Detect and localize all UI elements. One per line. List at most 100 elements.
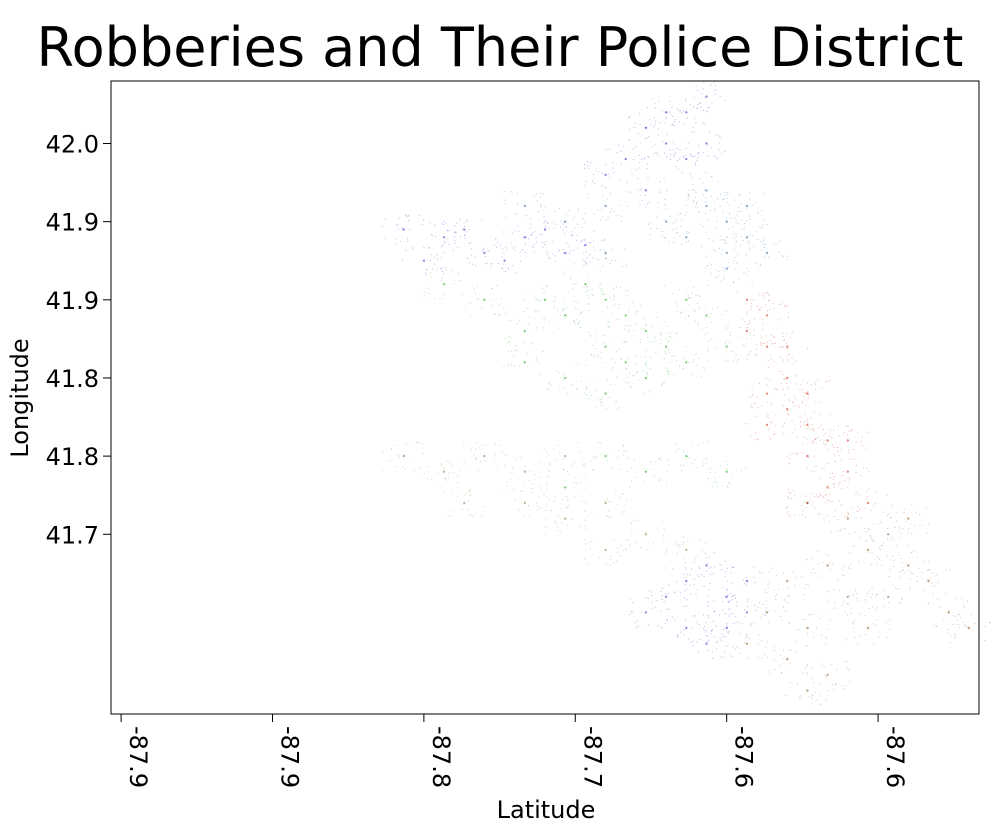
data-point-texture [545,519,547,521]
data-point-texture [603,239,605,241]
data-point-texture [812,440,814,442]
data-point-texture [638,133,639,135]
data-point-texture [780,254,782,256]
data-point-texture [565,307,567,309]
data-point-texture [833,430,835,432]
data-point-texture [702,465,704,467]
data-point-texture [704,333,706,335]
data-point-texture [662,111,663,113]
data-point-texture [881,564,883,566]
data-point-texture [608,510,610,512]
data-point-texture [483,247,485,249]
data-point-texture [732,226,734,228]
data-point-texture [846,603,848,605]
data-point-texture [542,329,544,331]
data-point-texture [919,514,921,515]
data-point-texture [629,385,631,387]
data-point-texture [481,514,483,516]
data-point-texture [469,489,470,491]
data-point-texture [708,341,710,343]
data-point-texture [566,524,568,526]
data-point-texture [565,213,567,215]
data-point-texture [508,365,510,367]
data-point-texture [900,533,902,535]
data-point-texture [818,512,820,514]
y-tick-label: 41.9 [46,287,99,315]
data-point-texture [764,343,766,345]
data-point-texture [740,337,742,339]
data-point-texture [564,373,566,375]
data-point-texture [707,155,709,157]
data-point-texture [868,529,870,531]
data-point-texture [706,641,708,643]
data-point-texture [983,625,985,627]
data-point-texture [543,220,545,222]
data-point-texture [683,542,684,544]
data-point-texture [698,211,700,213]
data-point-texture [673,156,674,158]
data-point-texture [633,330,635,332]
data-point-texture [607,454,609,456]
data-point-texture [545,220,547,222]
data-point-texture [534,231,536,233]
data-point-texture [555,370,557,372]
data-point [705,189,708,192]
data-point-texture [539,362,541,364]
data-point-texture [786,306,788,308]
data-point-texture [619,497,621,499]
data-point-texture [858,494,860,496]
x-tick-label: -87.9 [275,726,303,788]
data-point-texture [689,297,691,298]
data-point-texture [679,110,681,112]
data-point-texture [712,240,714,242]
data-point-texture [484,506,486,508]
data-point-texture [615,286,617,288]
data-point-texture [543,448,545,450]
data-point-texture [608,397,610,399]
data-point-texture [661,231,663,233]
data-point-texture [726,631,728,633]
data-point-texture [754,582,756,583]
data-point-texture [490,298,492,300]
data-point-texture [732,594,734,596]
data-point-texture [711,102,713,104]
data-point-texture [616,152,618,153]
data-point-texture [592,469,594,471]
data-point-texture [469,494,471,496]
data-point-texture [469,242,471,244]
data-point-texture [699,537,701,539]
data-point-texture [433,256,435,258]
data-point-texture [688,304,690,306]
data-point-texture [396,243,398,245]
data-point-texture [645,189,647,190]
data-point-texture [609,176,611,178]
data-point-texture [516,323,518,325]
data-point-texture [805,645,807,647]
data-point-texture [896,520,898,522]
data-point-texture [639,204,641,206]
data-point-texture [805,516,807,518]
data-point-texture [843,566,845,568]
data-point-texture [542,193,544,195]
data-point-texture [727,361,729,362]
data-point-texture [707,111,709,113]
data-point-texture [786,342,788,344]
data-point-texture [730,592,732,594]
data-point-texture [663,322,665,323]
data-point-texture [829,477,831,479]
data-point-texture [806,399,808,401]
data-point-texture [632,302,634,304]
data-point-texture [766,377,767,379]
data-point-texture [802,619,804,621]
data-point-texture [570,464,572,466]
data-point-texture [620,544,622,546]
data-point-texture [646,361,648,363]
data-point-texture [540,192,542,194]
data-point-texture [514,212,516,214]
data-point-texture [842,604,844,606]
data-point-texture [611,467,612,469]
data-point-texture [722,609,724,611]
data-point-texture [658,207,659,209]
data-point-texture [535,193,537,195]
data-point-texture [465,231,467,233]
